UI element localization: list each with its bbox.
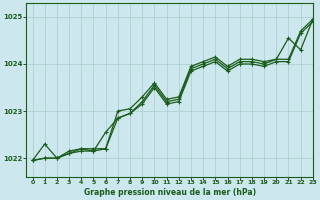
X-axis label: Graphe pression niveau de la mer (hPa): Graphe pression niveau de la mer (hPa) [84,188,256,197]
